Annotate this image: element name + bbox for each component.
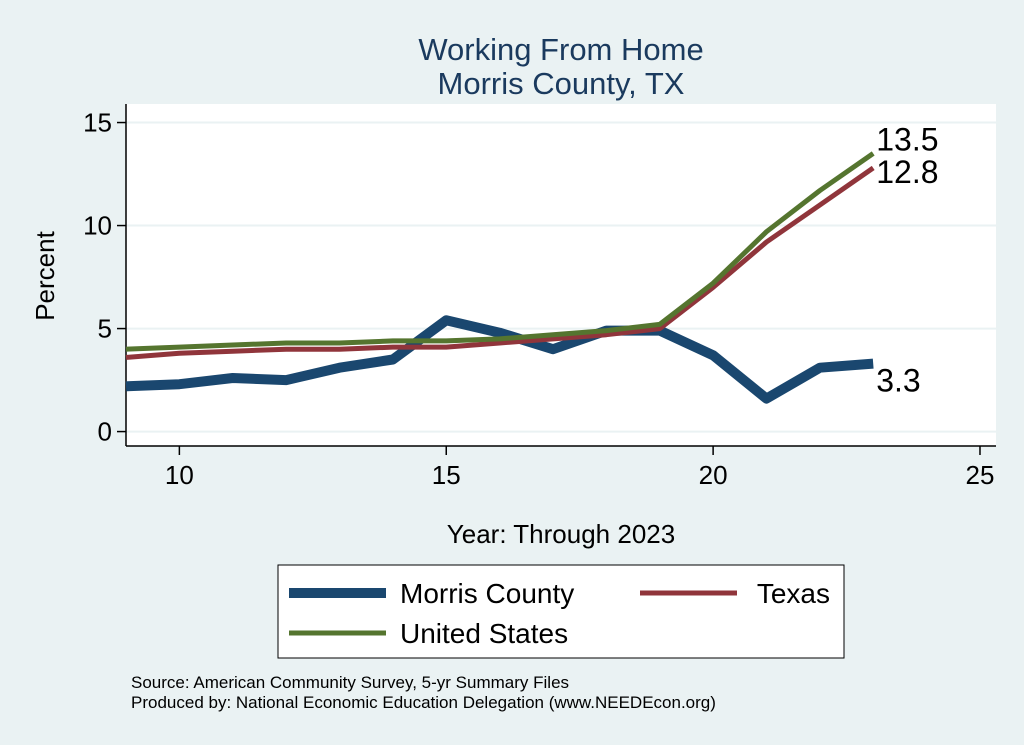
x-tick-label: 15	[432, 460, 461, 490]
x-tick-label: 25	[966, 460, 995, 490]
end-label-united-states: 13.5	[876, 121, 938, 157]
axes: 0 5 10 15 10 15 20 25	[83, 104, 996, 490]
series-line-texas	[125, 165, 875, 360]
end-label-morris-county: 3.3	[876, 363, 920, 399]
legend: Morris County Texas United States	[289, 578, 830, 649]
legend-label-texas: Texas	[757, 578, 830, 609]
legend-label-united-states: United States	[400, 618, 568, 649]
x-tick-label: 10	[165, 460, 194, 490]
y-tick-label: 10	[83, 211, 112, 241]
source-note: Source: American Community Survey, 5-yr …	[131, 673, 569, 692]
producer-note: Produced by: National Economic Education…	[131, 693, 716, 712]
series-lines	[125, 151, 875, 404]
plot-area	[126, 104, 996, 446]
x-tick-label: 20	[699, 460, 728, 490]
series-line-morris-county	[125, 315, 874, 404]
y-tick-label: 15	[83, 108, 112, 138]
chart-title: Working From Home	[418, 32, 703, 67]
y-tick-label: 5	[98, 314, 112, 344]
end-labels: 3.3 12.813.5	[876, 121, 938, 398]
series-line-united-states	[125, 151, 875, 352]
x-axis-label: Year: Through 2023	[447, 519, 675, 549]
chart-subtitle: Morris County, TX	[438, 66, 685, 101]
legend-box	[277, 564, 845, 659]
grid	[126, 121, 996, 433]
y-axis-label: Percent	[30, 230, 60, 320]
legend-label-morris-county: Morris County	[400, 578, 574, 609]
y-tick-label: 0	[98, 417, 112, 447]
end-label-texas: 12.8	[876, 154, 938, 190]
